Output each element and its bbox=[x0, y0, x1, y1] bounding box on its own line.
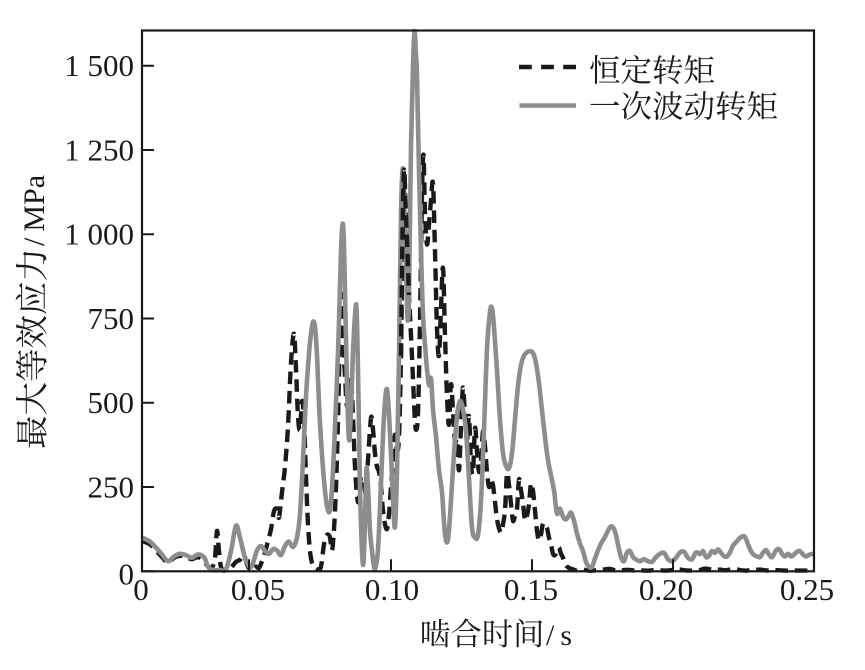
svg-text:1 500: 1 500 bbox=[64, 48, 134, 83]
svg-text:0: 0 bbox=[119, 557, 135, 592]
svg-text:1 000: 1 000 bbox=[64, 217, 134, 252]
svg-text:/ MPa: / MPa bbox=[18, 175, 51, 246]
svg-text:250: 250 bbox=[88, 469, 135, 504]
svg-text:0.15: 0.15 bbox=[504, 572, 558, 607]
svg-text:500: 500 bbox=[88, 385, 135, 420]
svg-text:1 250: 1 250 bbox=[64, 132, 134, 167]
svg-text:0: 0 bbox=[133, 572, 149, 607]
svg-text:0.10: 0.10 bbox=[365, 572, 419, 607]
svg-text:0.25: 0.25 bbox=[780, 572, 834, 607]
svg-text:750: 750 bbox=[88, 301, 135, 336]
svg-text:/ s: / s bbox=[546, 619, 572, 652]
svg-text:0.05: 0.05 bbox=[231, 572, 285, 607]
svg-text:0.20: 0.20 bbox=[639, 572, 693, 607]
